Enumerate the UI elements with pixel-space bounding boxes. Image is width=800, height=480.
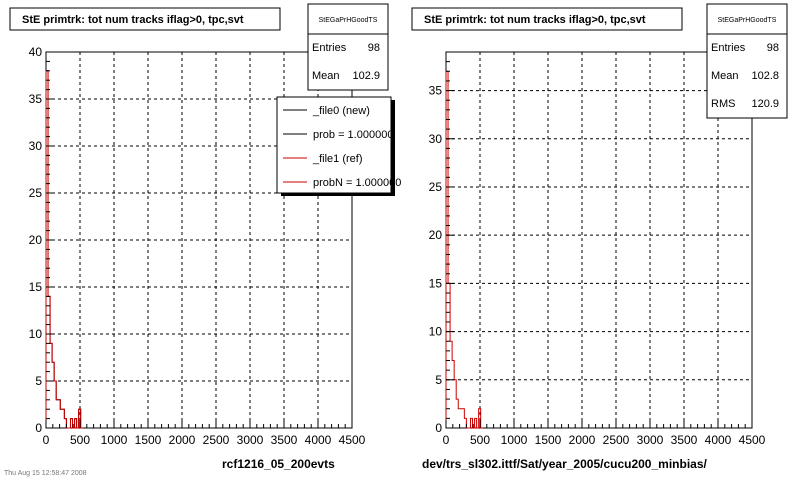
x-tick-label: 1000	[101, 433, 128, 447]
right-stats-rms-value: 120.9	[751, 98, 779, 110]
histogram-series-1	[45, 70, 83, 429]
x-tick-label: 1500	[135, 433, 162, 447]
x-tick-label: 1000	[501, 433, 528, 447]
left-stats-name: StEGaPrHGoodTS	[319, 17, 378, 24]
legend-frame	[276, 96, 392, 194]
right-stats-entries-value: 98	[767, 42, 779, 54]
left-histogram-series	[45, 70, 83, 429]
x-tick-label: 3000	[637, 433, 664, 447]
y-tick-label: 0	[35, 421, 42, 435]
y-tick-label: 30	[429, 132, 443, 146]
x-tick-label: 500	[70, 433, 90, 447]
legend-label-ref: _file1 (ref)	[312, 153, 363, 165]
left-legend: _file0 (new) prob = 1.000000 _file1 (ref…	[276, 96, 401, 196]
right-grid	[446, 52, 752, 428]
x-tick-label: 0	[443, 433, 450, 447]
x-tick-label: 500	[470, 433, 490, 447]
right-title-box	[411, 7, 683, 31]
right-stats-rms-label: RMS	[711, 98, 735, 110]
y-tick-label: 20	[29, 233, 43, 247]
legend-label-new: _file0 (new)	[312, 105, 370, 117]
y-tick-label: 30	[29, 139, 43, 153]
x-tick-label: 0	[43, 433, 50, 447]
x-tick-label: 2000	[569, 433, 596, 447]
right-stats-box: StEGaPrHGoodTS Entries 98 Mean 102.8 RMS…	[706, 3, 788, 119]
y-tick-label: 15	[29, 280, 43, 294]
y-tick-label: 35	[429, 84, 443, 98]
y-tick-label: 25	[429, 180, 443, 194]
right-stats-mean-label: Mean	[711, 70, 739, 82]
x-tick-label: 2500	[203, 433, 230, 447]
y-tick-label: 35	[29, 92, 43, 106]
x-tick-label: 4000	[705, 433, 732, 447]
left-stats-entries-label: Entries	[312, 42, 347, 54]
legend-label-prob: prob = 1.000000	[313, 129, 393, 141]
y-tick-label: 25	[29, 186, 43, 200]
left-corner-text: Thu Aug 15 12:58:47 2008	[4, 470, 87, 477]
left-stats-mean-value: 102.9	[352, 70, 380, 82]
x-tick-label: 2000	[169, 433, 196, 447]
left-footer: rcf1216_05_200evts	[222, 457, 335, 471]
y-tick-label: 5	[35, 374, 42, 388]
left-title: StE primtrk: tot num tracks iflag>0, tpc…	[22, 14, 244, 26]
right-histogram-series	[445, 70, 483, 429]
x-tick-label: 3500	[671, 433, 698, 447]
y-tick-label: 10	[429, 325, 443, 339]
y-tick-label: 10	[29, 327, 43, 341]
left-histogram-panel: StE primtrk: tot num tracks iflag>0, tpc…	[4, 3, 401, 477]
histogram-series-0	[445, 70, 483, 429]
x-tick-label: 3000	[237, 433, 264, 447]
legend-label-probn: probN = 1.000000	[313, 177, 401, 189]
left-stats-box: StEGaPrHGoodTS Entries 98 Mean 102.9	[307, 3, 389, 91]
y-tick-label: 20	[429, 228, 443, 242]
x-tick-label: 1500	[535, 433, 562, 447]
left-stats-mean-label: Mean	[312, 70, 340, 82]
x-tick-label: 4500	[339, 433, 366, 447]
left-axis-labels: 0 500 1000 1500 2000 2500 3000 3500 4000 4500 0 5 10…	[29, 45, 366, 447]
right-histogram-panel: StE primtrk: tot num tracks iflag>0, tpc…	[411, 3, 788, 471]
right-plot-frame	[445, 51, 753, 429]
right-stats-frame	[706, 3, 788, 119]
right-stats-entries-label: Entries	[711, 42, 746, 54]
x-tick-label: 2500	[603, 433, 630, 447]
x-tick-label: 4000	[305, 433, 332, 447]
x-tick-label: 3500	[271, 433, 298, 447]
left-stats-entries-value: 98	[368, 42, 380, 54]
right-stats-mean-value: 102.8	[751, 70, 779, 82]
y-tick-label: 40	[29, 45, 43, 59]
left-stats-frame	[307, 3, 389, 91]
x-tick-label: 4500	[739, 433, 766, 447]
left-title-box	[9, 7, 281, 31]
y-tick-label: 5	[435, 373, 442, 387]
right-stats-name: StEGaPrHGoodTS	[718, 17, 777, 24]
y-tick-label: 0	[435, 421, 442, 435]
right-footer: dev/trs_sl302.ittf/Sat/year_2005/cucu200…	[422, 457, 707, 471]
right-axis-labels: 0 500 1000 1500 2000 2500 3000 3500 4000 4500 0 5 10…	[429, 51, 766, 447]
y-tick-label: 15	[429, 276, 443, 290]
right-title: StE primtrk: tot num tracks iflag>0, tpc…	[424, 14, 646, 26]
